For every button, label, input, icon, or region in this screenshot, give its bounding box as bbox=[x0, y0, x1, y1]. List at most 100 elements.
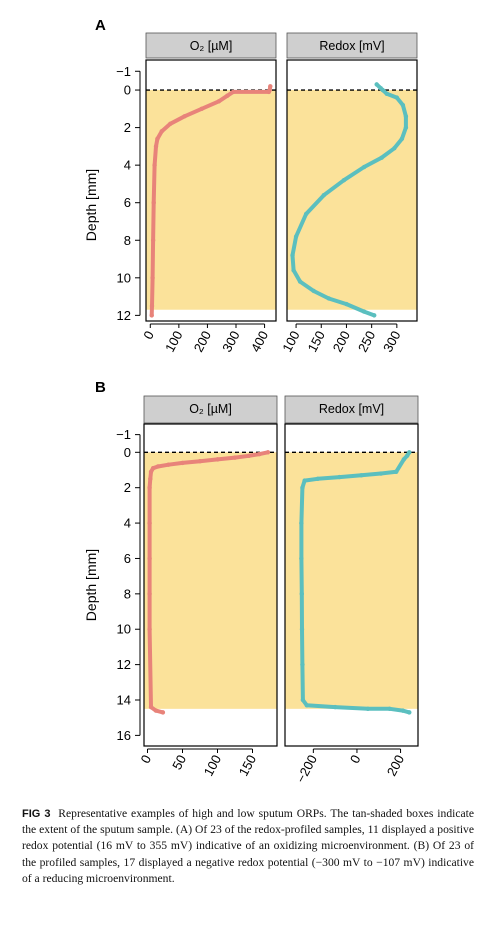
data-point bbox=[299, 556, 304, 561]
data-point bbox=[300, 662, 305, 667]
data-point bbox=[321, 192, 326, 198]
data-point bbox=[153, 708, 159, 713]
data-point bbox=[344, 301, 349, 307]
data-point bbox=[152, 162, 157, 168]
x-tick-label: 200 bbox=[384, 752, 407, 778]
data-point bbox=[225, 93, 230, 98]
data-point bbox=[300, 485, 305, 490]
y-tick-label: 2 bbox=[124, 120, 131, 135]
series-line bbox=[299, 450, 412, 715]
data-point bbox=[159, 129, 164, 134]
data-point bbox=[150, 238, 156, 243]
data-point bbox=[153, 144, 159, 149]
x-tick-label: −200 bbox=[293, 752, 320, 785]
data-point bbox=[147, 627, 152, 632]
data-point bbox=[374, 82, 379, 87]
sputum-box bbox=[146, 90, 276, 310]
data-point bbox=[155, 464, 161, 469]
data-point bbox=[359, 473, 364, 478]
x-tick-label: 0 bbox=[140, 328, 157, 341]
sputum-box bbox=[285, 452, 418, 709]
data-point bbox=[365, 706, 371, 712]
y-tick-label: 2 bbox=[124, 480, 131, 495]
strip-header bbox=[145, 32, 277, 59]
y-tick-label: 10 bbox=[117, 270, 131, 285]
data-point bbox=[180, 460, 185, 466]
data-point bbox=[311, 288, 316, 294]
data-point bbox=[265, 450, 271, 455]
data-point bbox=[379, 155, 384, 160]
y-tick-label: 4 bbox=[124, 158, 131, 173]
figure-caption: FIG 3 Representative examples of high an… bbox=[22, 806, 474, 887]
x-tick-label: 400 bbox=[248, 328, 271, 354]
data-point bbox=[399, 136, 405, 142]
plot-frame bbox=[145, 59, 277, 322]
data-point bbox=[150, 275, 155, 281]
x-tick-label: 200 bbox=[191, 328, 214, 354]
y-tick-label: 10 bbox=[117, 622, 131, 637]
data-point bbox=[299, 520, 304, 526]
data-point bbox=[148, 704, 154, 710]
plot-frame bbox=[143, 423, 278, 747]
data-point bbox=[403, 114, 409, 119]
data-point bbox=[151, 200, 156, 205]
data-point bbox=[155, 136, 160, 142]
data-point bbox=[378, 471, 384, 476]
x-tick-label: 100 bbox=[162, 328, 185, 354]
data-point bbox=[168, 121, 173, 127]
data-point bbox=[147, 485, 152, 490]
data-point bbox=[232, 455, 238, 460]
x-tick-label: 250 bbox=[355, 328, 378, 354]
x-tick-label: 0 bbox=[138, 752, 155, 765]
data-point bbox=[304, 703, 310, 708]
strip-header bbox=[143, 395, 278, 424]
data-point bbox=[266, 89, 272, 95]
caption-text: Representative examples of high and low … bbox=[22, 807, 474, 885]
data-point bbox=[299, 591, 304, 597]
data-point bbox=[407, 710, 412, 715]
y-tick-label: 4 bbox=[124, 516, 131, 531]
y-tick-label: 0 bbox=[124, 83, 131, 98]
data-point bbox=[300, 697, 306, 703]
panel-letter: B bbox=[95, 379, 106, 396]
data-point bbox=[268, 84, 273, 89]
y-tick-label: 16 bbox=[117, 728, 131, 743]
y-axis-label: Depth [mm] bbox=[83, 169, 99, 241]
data-point bbox=[216, 99, 222, 104]
data-point bbox=[291, 268, 296, 273]
strip-label: Redox [mV] bbox=[319, 402, 384, 416]
y-tick-label: 8 bbox=[124, 586, 131, 601]
x-tick-label: 0 bbox=[347, 752, 364, 765]
data-point bbox=[403, 125, 409, 130]
data-point bbox=[400, 708, 405, 713]
panel-letter: A bbox=[95, 17, 106, 34]
data-point bbox=[404, 453, 410, 459]
data-point bbox=[302, 478, 307, 483]
caption-label: FIG 3 bbox=[22, 808, 51, 820]
data-point bbox=[337, 474, 342, 480]
x-tick-label: 150 bbox=[236, 752, 259, 778]
data-point bbox=[361, 309, 367, 314]
data-point bbox=[148, 476, 153, 482]
x-tick-label: 100 bbox=[279, 328, 302, 354]
data-point bbox=[246, 453, 252, 459]
data-point bbox=[394, 95, 400, 100]
data-point bbox=[332, 704, 338, 710]
y-tick-label: 6 bbox=[124, 195, 131, 210]
data-point bbox=[160, 710, 166, 715]
y-tick-label: −1 bbox=[116, 64, 131, 79]
data-point bbox=[384, 91, 389, 96]
sputum-box bbox=[287, 90, 417, 310]
data-point bbox=[182, 114, 187, 119]
data-point bbox=[380, 87, 385, 93]
strip-label: O₂ [µM] bbox=[190, 39, 233, 53]
data-point bbox=[392, 146, 397, 151]
data-point bbox=[150, 466, 156, 471]
x-tick-label: 50 bbox=[169, 752, 189, 772]
data-point bbox=[315, 476, 320, 482]
data-point bbox=[407, 450, 412, 455]
data-point bbox=[149, 303, 155, 309]
x-tick-label: 200 bbox=[330, 328, 353, 354]
y-tick-label: 8 bbox=[124, 233, 131, 248]
data-point bbox=[293, 234, 299, 239]
